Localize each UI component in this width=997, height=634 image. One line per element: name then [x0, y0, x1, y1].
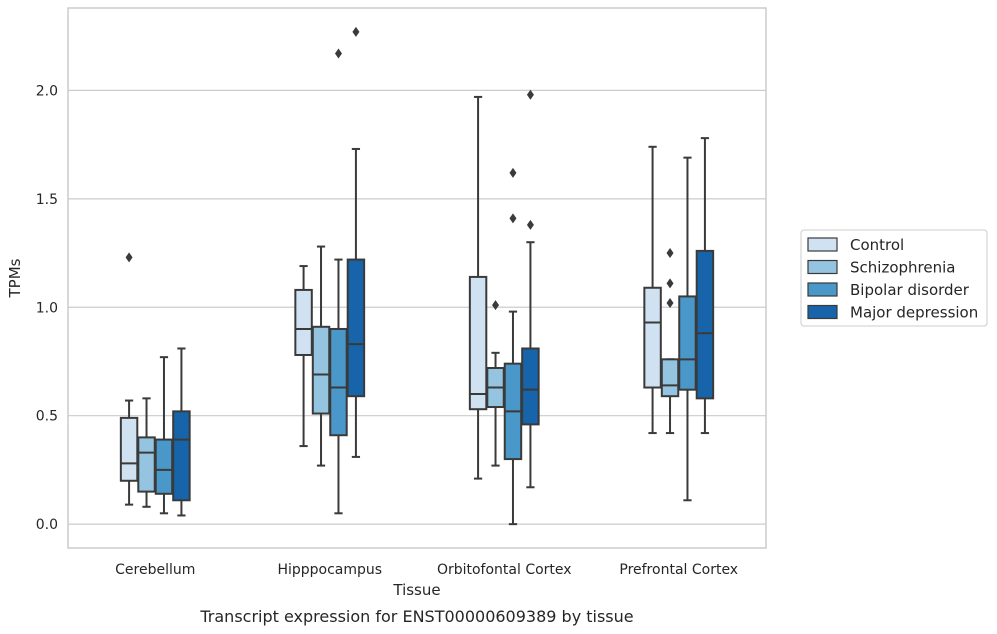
outlier-point [666, 278, 674, 289]
legend-swatch [807, 237, 838, 252]
box-control-orbitofontal-cortex [468, 95, 488, 480]
y-axis-ticks: 0.0 0.5 1.0 1.5 2.0 [36, 83, 58, 533]
x-tick-label: Hipppocampus [277, 562, 382, 578]
legend-swatch [807, 259, 838, 275]
box-iqr [329, 327, 348, 437]
y-tick-label: 1.5 [36, 192, 58, 208]
box-major-depression-prefrontal-cortex [695, 137, 715, 435]
box-schizophrenia-hipppocampus [311, 245, 331, 467]
box-major-depression-orbitofontal-cortex [521, 89, 540, 489]
x-tick-label: Cerebellum [115, 562, 195, 578]
box-iqr [643, 286, 662, 389]
box-iqr [521, 347, 540, 426]
legend-label: Bipolar disorder [850, 281, 970, 299]
box-iqr [660, 358, 680, 398]
legend-label: Schizophrenia [850, 259, 955, 277]
x-tick-label: Prefrontal Cortex [619, 562, 738, 578]
outlier-point [526, 89, 534, 100]
x-axis-label: Tissue [392, 581, 440, 599]
x-axis-ticks: Cerebellum Hipppocampus Orbitofontal Corte… [115, 562, 738, 578]
box-major-depression-hipppocampus [346, 26, 366, 458]
legend-swatch [807, 304, 838, 320]
box-iqr [294, 288, 313, 356]
outlier-point [334, 48, 342, 59]
box-control-cerebellum [119, 252, 139, 506]
box-iqr [311, 325, 331, 415]
legend-frame [800, 229, 988, 327]
box-iqr [154, 438, 174, 495]
y-tick-label: 1.0 [36, 300, 58, 316]
outlier-point [125, 252, 133, 263]
outlier-point [526, 219, 534, 230]
box-bipolar-disorder-cerebellum [154, 356, 174, 515]
box-iqr [678, 295, 697, 391]
outlier-point [492, 300, 500, 311]
box-iqr [137, 436, 156, 493]
box-schizophrenia-prefrontal-cortex [660, 248, 680, 435]
outlier-point [666, 297, 674, 308]
x-tick-label: Orbitofontal Cortex [437, 562, 572, 578]
box-iqr [346, 258, 366, 398]
box-control-prefrontal-cortex [643, 145, 662, 435]
box-iqr [468, 275, 488, 411]
plot-area [119, 26, 715, 526]
box-bipolar-disorder-orbitofontal-cortex [503, 167, 523, 526]
box-bipolar-disorder-hipppocampus [329, 48, 348, 515]
legend: Control Schizophrenia Bipolar disorder Majo… [800, 229, 988, 327]
box-iqr [695, 249, 715, 400]
outlier-point [509, 167, 517, 178]
legend-item-bipolar-disorder: Bipolar disorder [807, 281, 970, 299]
plot-frame [67, 7, 767, 549]
legend-label: Major depression [850, 304, 978, 322]
chart-caption: Transcript expression for ENST0000060938… [199, 607, 633, 626]
outlier-point [509, 213, 517, 224]
legend-item-major-depression: Major depression [807, 304, 978, 322]
box-bipolar-disorder-prefrontal-cortex [678, 156, 697, 502]
box-iqr [172, 410, 191, 502]
outlier-point [666, 248, 674, 259]
legend-label: Control [850, 236, 904, 254]
legend-swatch [807, 282, 838, 297]
legend-item-control: Control [807, 236, 904, 254]
box-iqr [119, 416, 139, 482]
box-schizophrenia-cerebellum [137, 397, 156, 508]
y-tick-label: 0.0 [36, 517, 58, 533]
legend-item-schizophrenia: Schizophrenia [807, 259, 955, 277]
box-major-depression-cerebellum [172, 347, 191, 517]
outlier-point [352, 26, 360, 37]
y-axis-label: TPMs [6, 258, 24, 298]
box-control-hipppocampus [294, 265, 313, 448]
box-schizophrenia-orbitofontal-cortex [486, 300, 505, 467]
y-tick-label: 0.5 [36, 409, 58, 425]
y-tick-label: 2.0 [36, 83, 58, 99]
